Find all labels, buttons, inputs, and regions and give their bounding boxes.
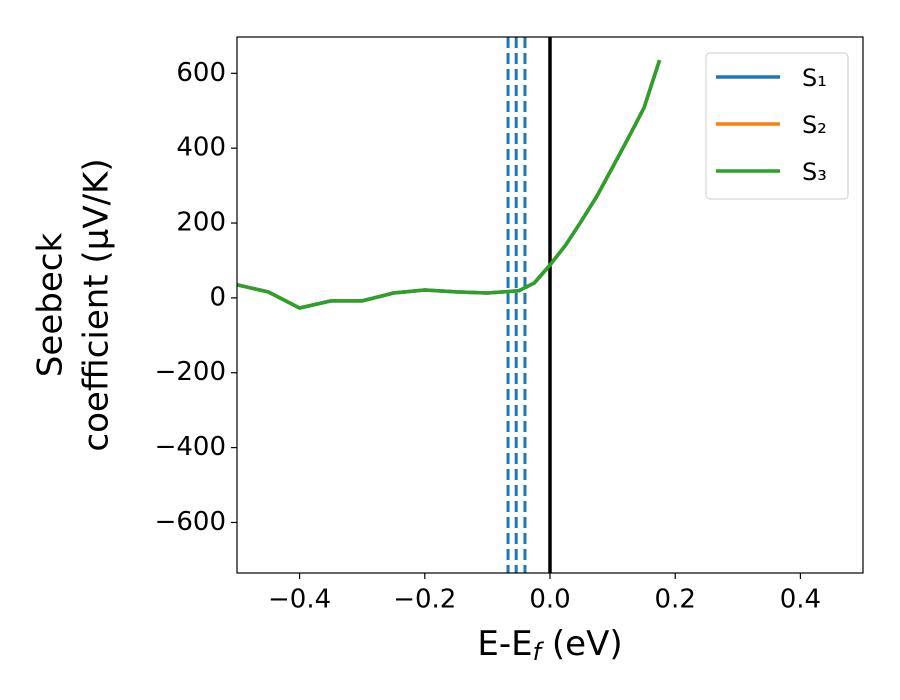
x-tick-label: 0.4: [780, 585, 821, 615]
legend-label: S₂: [802, 111, 827, 139]
y-tick-label: 400: [176, 133, 226, 163]
y-axis-label: Seebeck: [31, 233, 71, 378]
x-tick-label: −0.2: [393, 585, 456, 615]
y-tick-label: −400: [155, 432, 226, 462]
x-tick-label: −0.4: [268, 585, 331, 615]
x-tick-label: 0.2: [655, 585, 696, 615]
y-tick-label: −600: [155, 507, 226, 537]
x-label-part: E-E: [477, 624, 532, 664]
x-label-part: (eV): [541, 624, 623, 664]
legend-label: S₃: [802, 158, 827, 186]
x-tick-label: 0.0: [529, 585, 570, 615]
legend-box: [705, 52, 849, 200]
series-line: [237, 59, 662, 310]
y-tick-label: 0: [209, 282, 226, 312]
y-tick-label: 200: [176, 208, 226, 238]
series-line: [237, 59, 662, 310]
x-axis-label: E-Ef (eV): [477, 624, 622, 667]
y-tick-label: 600: [176, 58, 226, 88]
series-line: [237, 59, 662, 310]
legend-label: S₁: [802, 64, 827, 92]
y-axis-label: coefficient (μV/K): [77, 158, 117, 451]
y-tick-label: −200: [155, 357, 226, 387]
